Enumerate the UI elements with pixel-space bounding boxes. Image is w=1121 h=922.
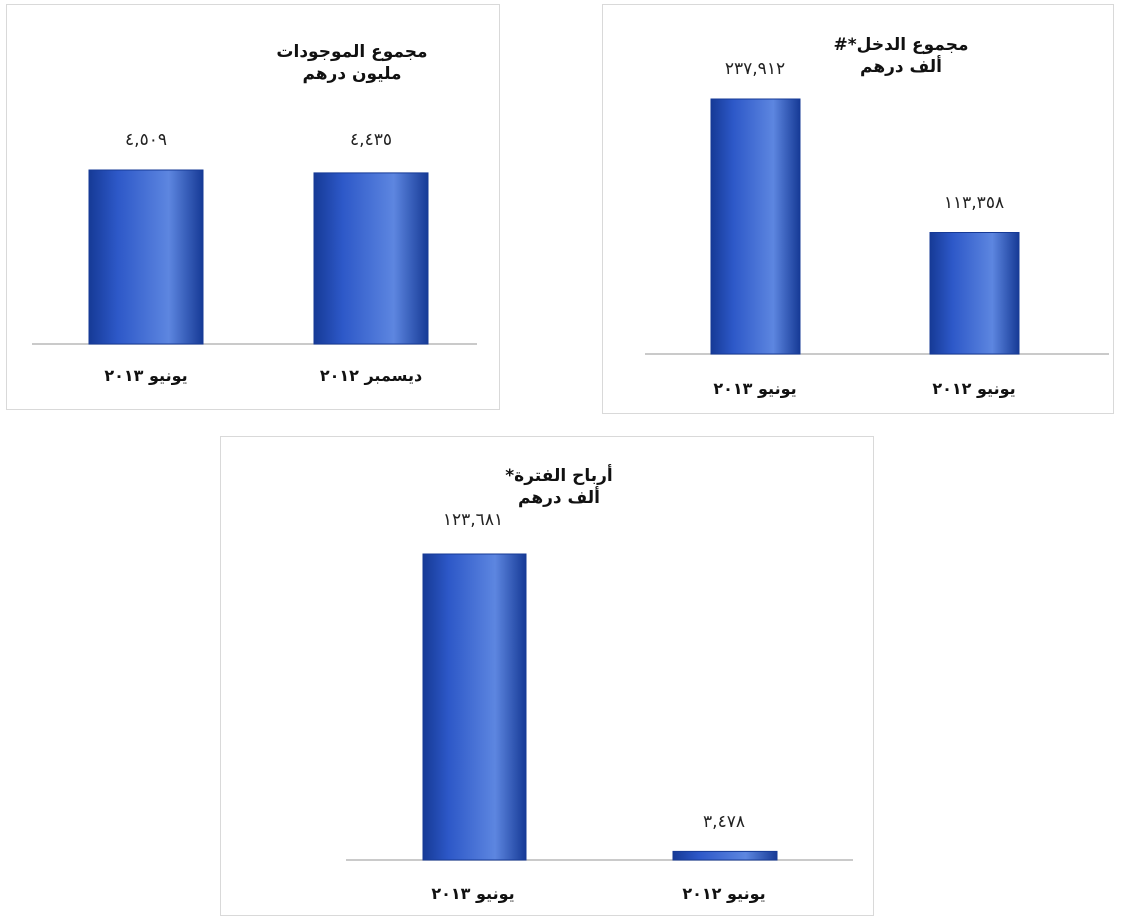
category-label-june-2013: يونيو ٢٠١٣ <box>713 379 796 398</box>
value-label-june-2013: ١٢٣,٦٨١ <box>443 510 503 530</box>
value-label-june-2012: ١١٣,٣٥٨ <box>944 193 1004 213</box>
category-label-december-2012: ديسمبر ٢٠١٢ <box>320 366 422 385</box>
bar-chart-total-income: ٢٣٧,٩١٢ ١١٣,٣٥٨ يونيو ٢٠١٣ يونيو ٢٠١٢ <box>645 59 1109 398</box>
chart-title-line1: مجموع الدخل*# <box>833 35 969 55</box>
value-label-june-2013: ٢٣٧,٩١٢ <box>725 59 785 79</box>
value-label-december-2012: ٤,٤٣٥ <box>350 130 392 150</box>
chart-panel-period-profits: أرباح الفترة* ألف درهم ١٢٣,٦٨١ ٣,٤٧٨ يون… <box>220 436 874 916</box>
category-label-june-2012: يونيو ٢٠١٢ <box>932 379 1015 398</box>
bar-chart-total-assets: ٤,٥٠٩ ٤,٤٣٥ يونيو ٢٠١٣ ديسمبر ٢٠١٢ <box>32 130 477 385</box>
chart-subtitle: مليون درهم <box>302 64 402 84</box>
bar-june-2013 <box>710 98 801 355</box>
bar-december-2012 <box>313 172 429 345</box>
category-label-june-2012: يونيو ٢٠١٢ <box>682 884 765 903</box>
chart-title: أرباح الفترة* ألف درهم <box>459 465 659 509</box>
category-label-june-2013: يونيو ٢٠١٣ <box>104 366 187 385</box>
chart-title: مجموع الدخل*# ألف درهم <box>801 34 1001 78</box>
bar-june-2012 <box>929 232 1020 355</box>
chart-subtitle: ألف درهم <box>517 488 600 508</box>
bar-june-2013 <box>88 169 204 345</box>
bar-june-2013 <box>422 553 527 861</box>
value-label-june-2013: ٤,٥٠٩ <box>125 130 167 150</box>
chart-title-line1: مجموع الموجودات <box>276 42 428 62</box>
bar-chart-period-profits: ١٢٣,٦٨١ ٣,٤٧٨ يونيو ٢٠١٣ يونيو ٢٠١٢ <box>346 510 853 903</box>
chart-subtitle: ألف درهم <box>859 57 942 77</box>
chart-panel-total-income: مجموع الدخل*# ألف درهم ٢٣٧,٩١٢ ١١٣,٣٥٨ ي… <box>602 4 1114 414</box>
value-label-june-2012: ٣,٤٧٨ <box>703 812 745 832</box>
chart-title: مجموع الموجودات مليون درهم <box>252 41 452 85</box>
chart-title-line1: أرباح الفترة* <box>505 466 613 486</box>
category-label-june-2013: يونيو ٢٠١٣ <box>431 884 514 903</box>
bar-june-2012 <box>672 850 778 861</box>
chart-panel-total-assets: مجموع الموجودات مليون درهم ٤,٥٠٩ ٤,٤٣٥ ي… <box>6 4 500 410</box>
